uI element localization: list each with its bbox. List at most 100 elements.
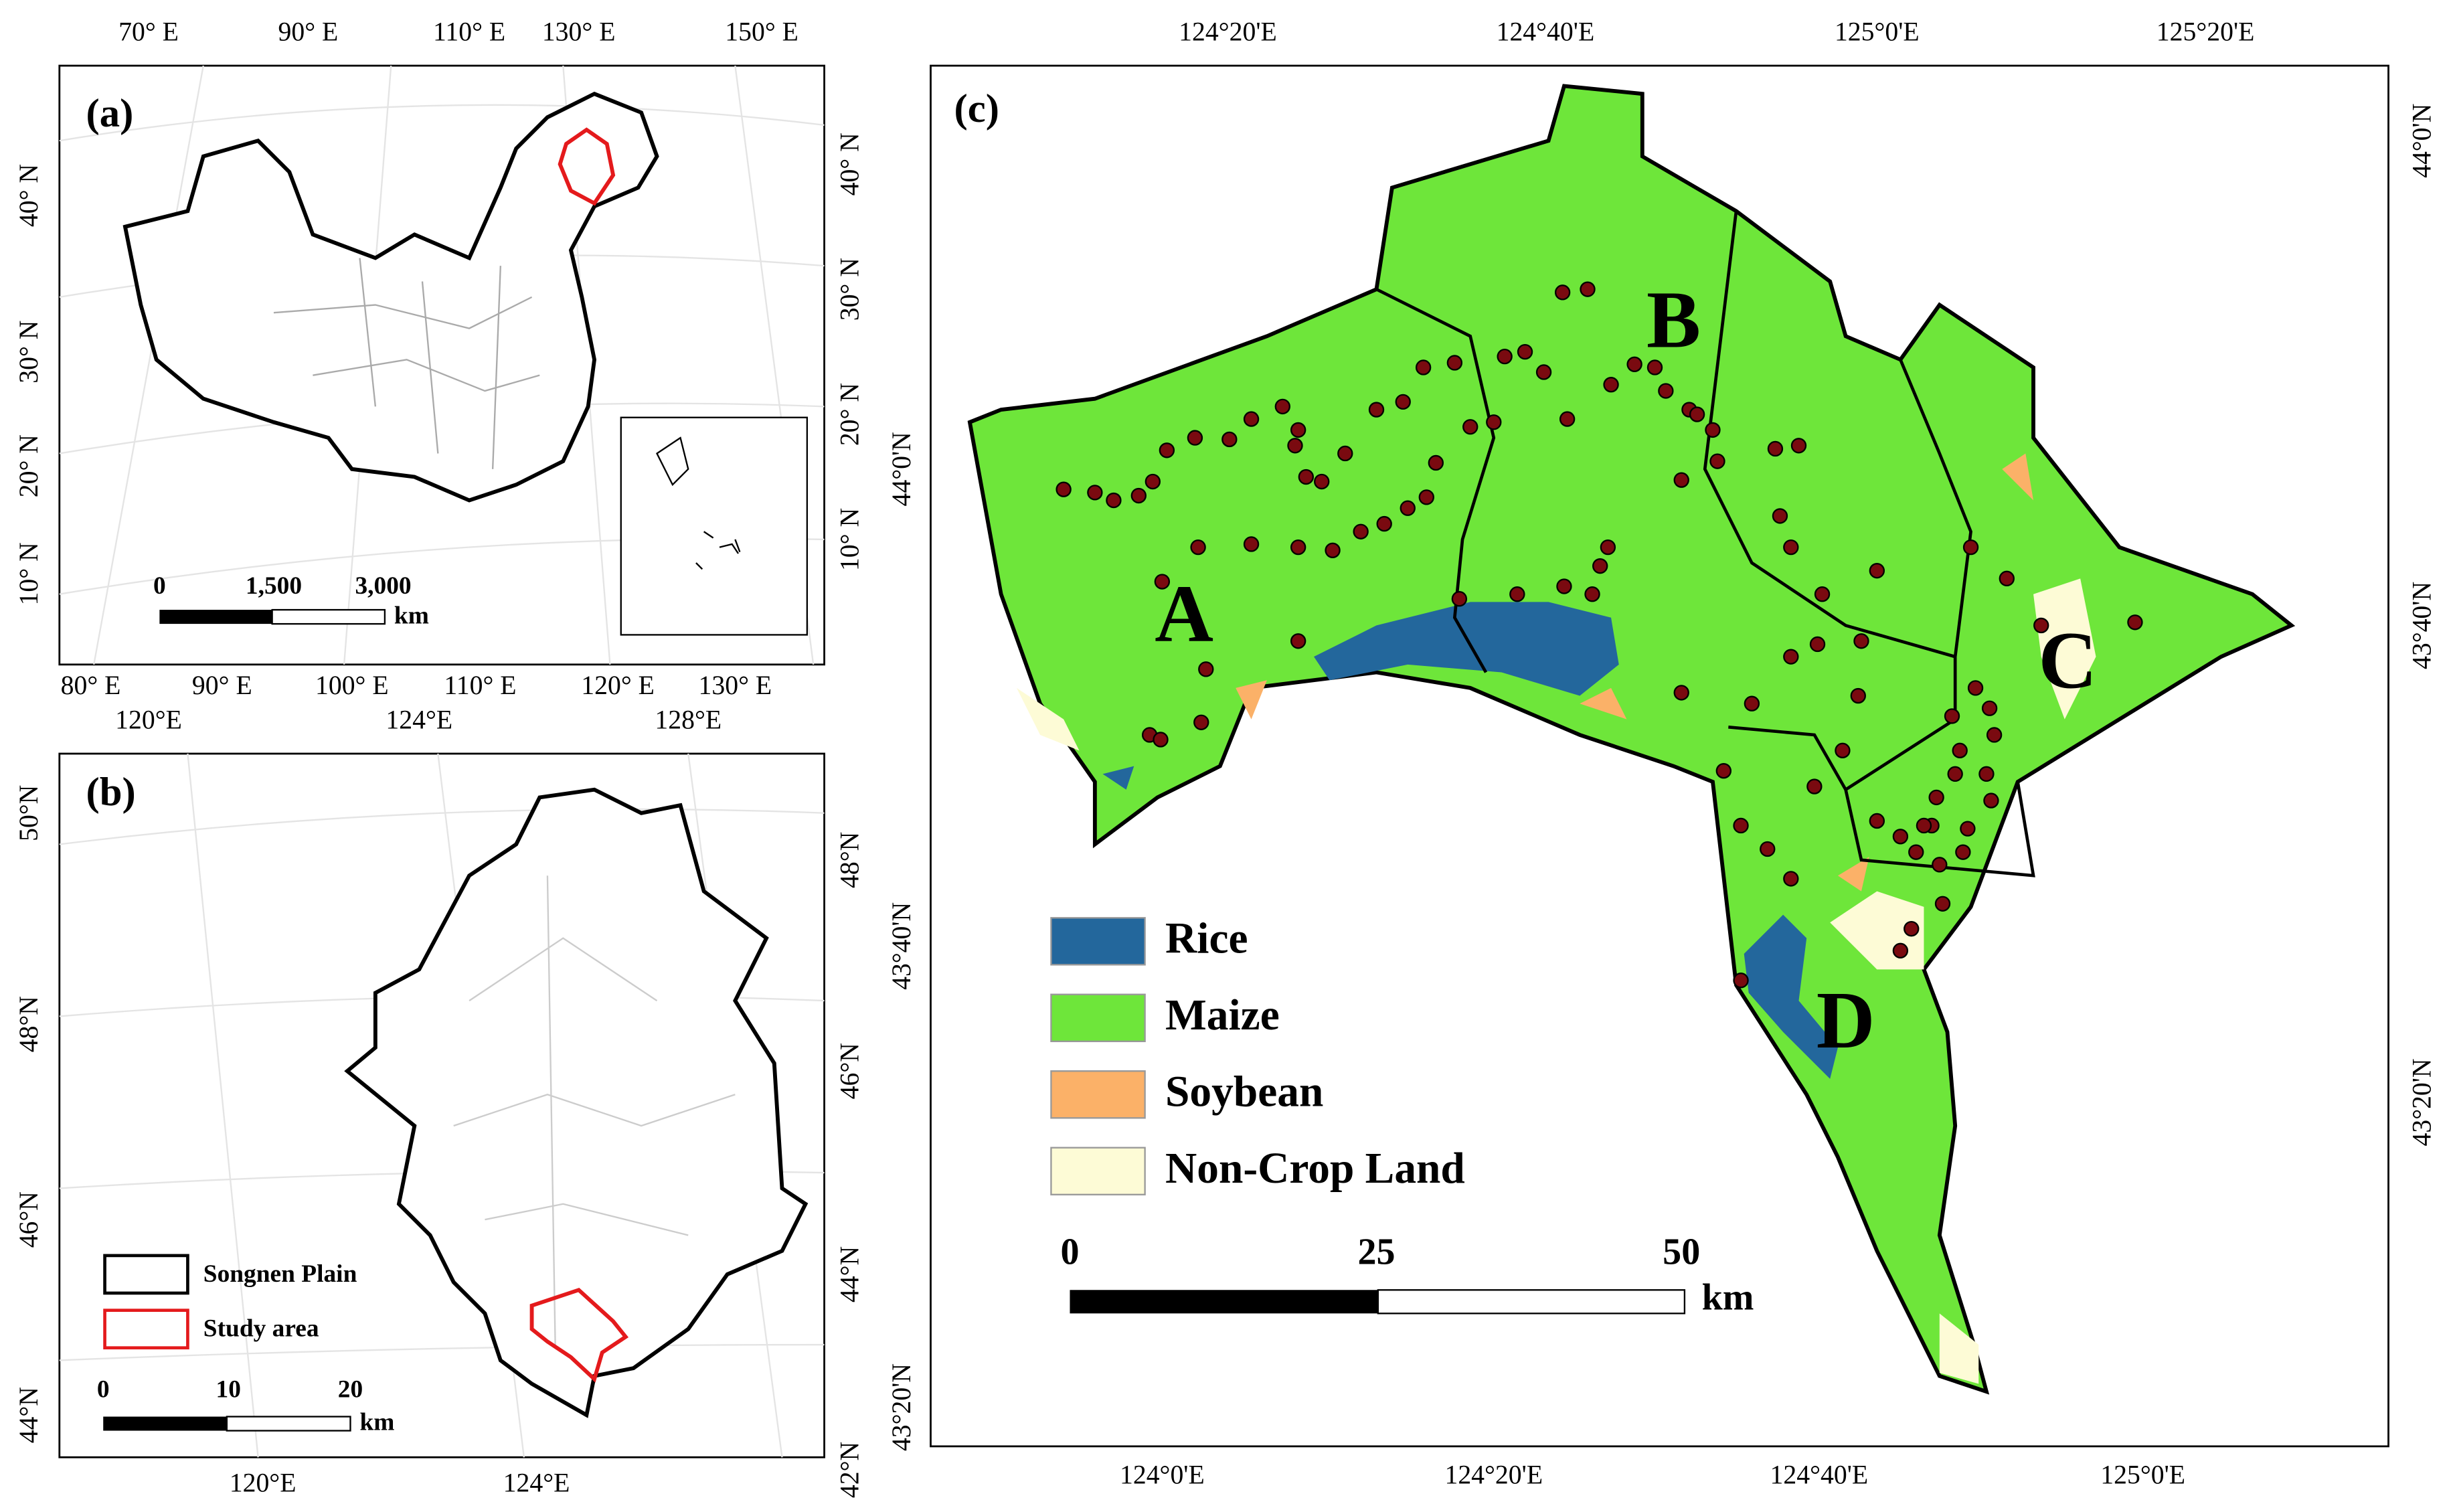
legend-swatch: [1050, 917, 1146, 966]
scale-bar: [226, 1416, 351, 1432]
sample-point: [1580, 281, 1596, 297]
sample-point: [1673, 685, 1689, 701]
sample-point: [1999, 570, 2015, 587]
legend-label: Songnen Plain: [203, 1260, 357, 1288]
legend-swatch: [103, 1254, 189, 1295]
right-tick-label: 43°20'N: [2407, 1058, 2436, 1146]
left-tick-label: 43°40'N: [887, 902, 916, 990]
sample-point: [1159, 442, 1175, 458]
sample-point: [1400, 500, 1416, 516]
scale-label: 20: [338, 1376, 363, 1404]
left-tick-label: 30° N: [14, 321, 44, 384]
left-tick-label: 46°N: [14, 1191, 44, 1248]
scale-bar: [159, 610, 272, 624]
study-area-outline: [529, 1287, 629, 1383]
sample-point: [1853, 633, 1869, 649]
sample-point: [1790, 438, 1807, 454]
scale-bar: [103, 1416, 227, 1431]
sample-point: [1955, 844, 1971, 860]
sample-point: [1835, 742, 1851, 759]
sample-point: [1869, 562, 1885, 579]
sample-point: [1556, 578, 1572, 594]
right-tick-label: 43°40'N: [2407, 582, 2436, 669]
scale-bar: [1377, 1289, 1686, 1315]
top-tick-label: 120°E: [115, 705, 182, 734]
right-tick-label: 46°N: [835, 1043, 865, 1099]
sample-point: [1767, 440, 1784, 457]
sample-point: [1106, 492, 1122, 509]
region-label: D: [1816, 976, 1875, 1066]
region-label: B: [1646, 275, 1701, 365]
scale-label: 1,500: [246, 572, 302, 600]
sample-point: [1944, 708, 1960, 724]
inset-islands: [656, 436, 741, 570]
right-tick-label: 20° N: [835, 383, 865, 446]
scale-unit: km: [1702, 1277, 1754, 1319]
sample-point: [1153, 732, 1169, 748]
sample-point: [1428, 454, 1444, 471]
bottom-tick-label: 124°E: [503, 1468, 570, 1497]
legend-label: Study area: [203, 1315, 319, 1343]
sample-point: [1626, 356, 1642, 372]
sample-point: [1055, 481, 1072, 497]
sample-point: [1462, 419, 1478, 435]
province-lines: [273, 258, 540, 469]
bottom-tick-label: 90° E: [192, 671, 252, 700]
sample-point: [1554, 284, 1571, 301]
sample-point: [1243, 536, 1260, 552]
china-outline: [122, 91, 659, 503]
sample-point: [1892, 829, 1909, 845]
sample-point: [1145, 473, 1161, 490]
bottom-tick-label: 120° E: [581, 671, 655, 700]
sample-point: [1986, 727, 2003, 743]
sample-point: [1559, 411, 1576, 427]
sample-point: [1451, 591, 1468, 607]
sample-point: [1517, 343, 1533, 360]
scale-label: 0: [153, 572, 166, 600]
sample-point: [1600, 539, 1616, 556]
sample-point: [1908, 844, 1924, 860]
sample-point: [1658, 383, 1674, 399]
sample-point: [1814, 586, 1831, 602]
sample-point: [1446, 355, 1463, 371]
top-tick-label: 124°40'E: [1497, 17, 1595, 47]
sample-point: [1904, 920, 1920, 937]
district-lines: [453, 875, 736, 1345]
sample-point: [1274, 398, 1290, 415]
sample-point: [1783, 871, 1799, 887]
bottom-tick-label: 100° E: [315, 671, 389, 700]
right-tick-label: 40° N: [835, 133, 865, 195]
bottom-tick-label: 80° E: [61, 671, 121, 700]
top-tick-label: 110° E: [433, 17, 505, 47]
scale-unit: km: [394, 602, 429, 629]
sample-point: [1243, 411, 1260, 427]
sample-point: [1486, 414, 1502, 430]
legend-label: Non-Crop Land: [1165, 1145, 1465, 1193]
sample-point: [1850, 687, 1866, 704]
bottom-tick-label: 124°20'E: [1444, 1460, 1543, 1490]
sample-point: [1190, 539, 1206, 556]
sample-point: [1978, 766, 1995, 782]
top-tick-label: 70° E: [118, 17, 179, 47]
sample-point: [1198, 661, 1214, 677]
panel-label: (c): [954, 86, 999, 131]
sample-point: [1497, 348, 1513, 365]
sample-point: [1130, 487, 1147, 504]
top-tick-label: 124°20'E: [1179, 17, 1277, 47]
sample-point: [1783, 649, 1799, 665]
right-tick-label: 30° N: [835, 258, 865, 321]
sample-point: [1809, 636, 1826, 653]
sample-point: [1760, 841, 1776, 857]
sample-point: [1806, 778, 1823, 794]
bottom-tick-label: 110° E: [444, 671, 516, 700]
sample-point: [1962, 539, 1979, 556]
sample-point: [2033, 617, 2049, 634]
sample-point: [1353, 523, 1369, 539]
top-tick-label: 125°0'E: [1835, 17, 1920, 47]
sample-point: [1983, 792, 1999, 809]
sample-point: [1154, 574, 1171, 590]
bottom-tick-label: 120°E: [230, 1468, 297, 1497]
right-tick-label: 44°0'N: [2407, 104, 2436, 178]
scale-label: 3,000: [355, 572, 411, 600]
songnen-outline: [344, 787, 809, 1418]
